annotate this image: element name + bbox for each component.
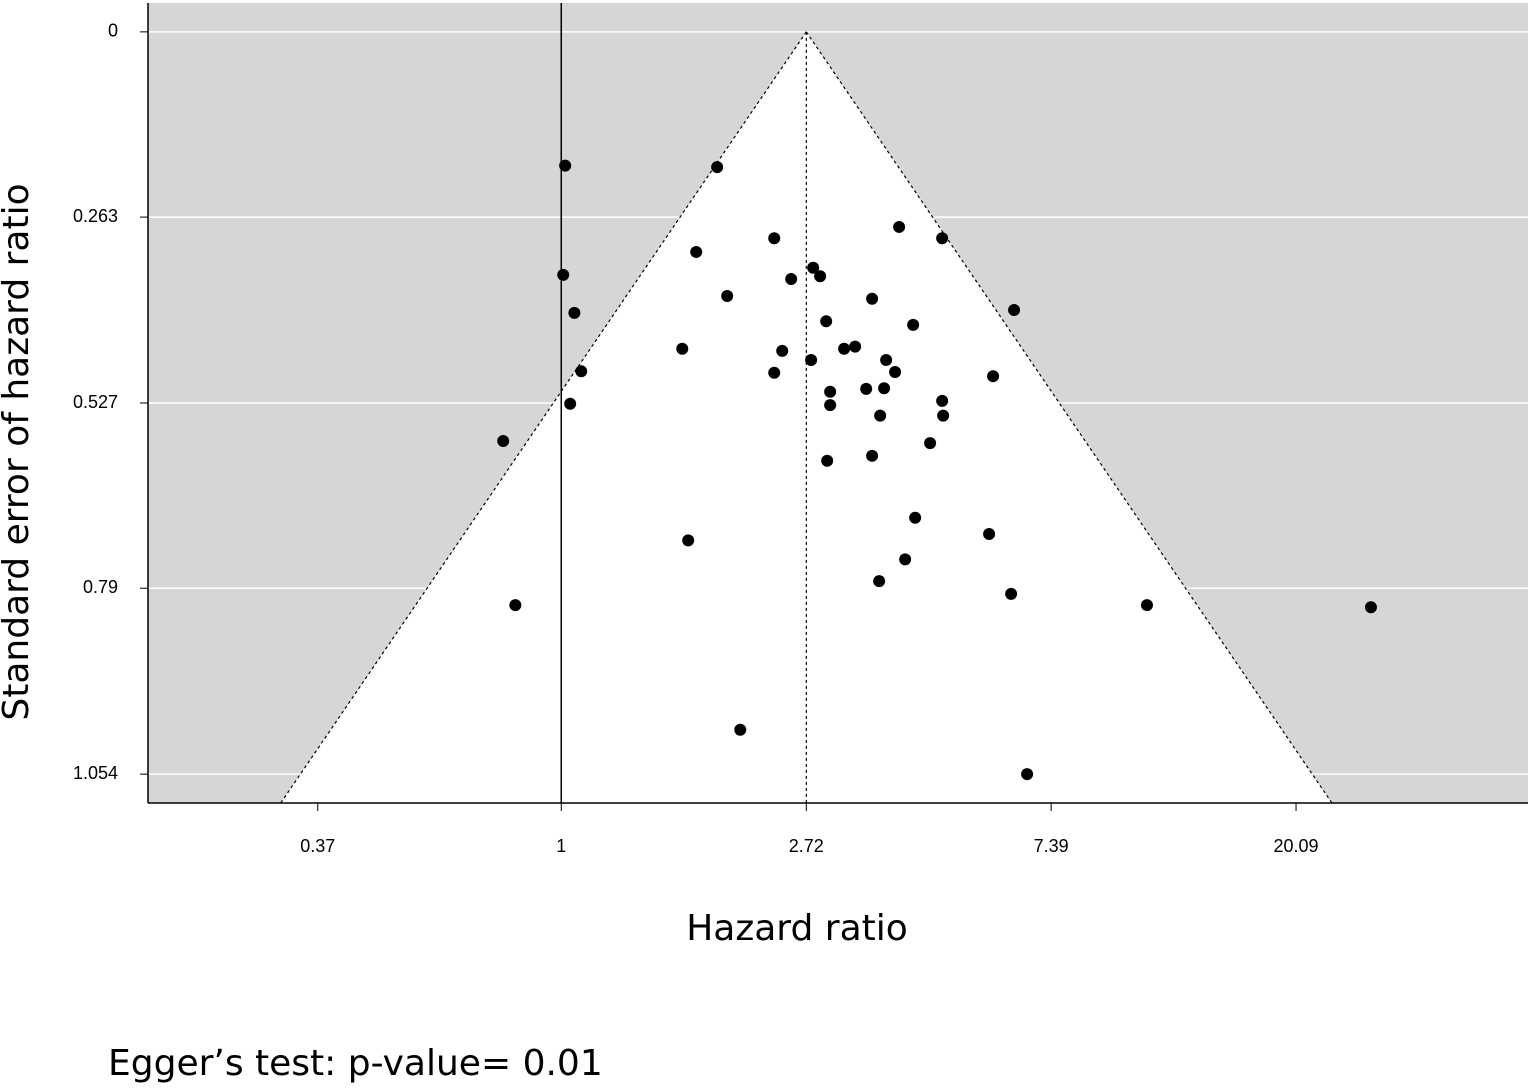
study-point: [909, 511, 922, 524]
study-point: [805, 354, 818, 367]
study-point: [860, 382, 873, 395]
study-point: [776, 344, 789, 357]
study-point: [878, 382, 891, 395]
x-tick-label: 2.72: [789, 836, 824, 856]
study-point: [874, 409, 887, 422]
study-point: [676, 342, 689, 355]
study-point: [936, 232, 949, 245]
study-point: [682, 534, 695, 547]
x-tick-label: 0.37: [300, 836, 335, 856]
study-point: [711, 161, 724, 174]
study-point: [907, 318, 920, 331]
study-point: [866, 292, 879, 305]
study-point: [768, 232, 781, 245]
study-point: [1021, 768, 1034, 781]
study-point: [1005, 587, 1018, 600]
study-point: [849, 340, 862, 353]
study-point: [983, 527, 996, 540]
x-tick-label: 1: [556, 836, 566, 856]
study-point: [734, 723, 747, 736]
x-tick-label: 7.39: [1034, 836, 1069, 856]
study-point: [924, 437, 937, 450]
study-point: [889, 366, 902, 379]
study-point: [1140, 599, 1153, 612]
study-point: [568, 306, 581, 319]
study-point: [838, 342, 851, 355]
study-point: [497, 435, 510, 448]
y-tick-label: 0.79: [83, 577, 118, 597]
study-point: [824, 385, 837, 398]
study-point: [690, 245, 703, 258]
y-tick-label: 0.263: [73, 206, 118, 226]
y-tick-label: 0: [108, 21, 118, 41]
annotation: Egger’s test: p-value= 0.01: [108, 1043, 603, 1084]
study-point: [721, 289, 734, 302]
x-axis-title: Hazard ratio: [686, 908, 908, 949]
x-tick-label: 20.09: [1274, 836, 1319, 856]
y-axis-title: Standard error of hazard ratio: [0, 183, 37, 720]
study-point: [559, 159, 572, 172]
study-point: [821, 454, 834, 467]
study-point: [820, 315, 833, 328]
study-point: [768, 366, 781, 379]
study-point: [575, 365, 588, 378]
study-point: [824, 399, 837, 412]
study-point: [785, 273, 798, 286]
study-point: [509, 599, 522, 612]
study-point: [564, 397, 577, 410]
study-point: [873, 575, 886, 588]
study-point: [1364, 601, 1377, 614]
plot: 0 0.263 0.527 0.79 1.054 0.37 1 2.72 7.39 20.09: [73, 3, 1528, 856]
study-point: [814, 270, 827, 283]
study-point: [899, 553, 912, 566]
study-point: [866, 449, 879, 462]
y-tick-label: 1.054: [73, 763, 118, 783]
study-point: [987, 370, 1000, 383]
study-point: [807, 261, 820, 274]
study-point: [1008, 304, 1021, 317]
study-point: [880, 354, 893, 367]
study-point: [937, 409, 950, 422]
study-point: [557, 268, 570, 281]
study-point: [893, 220, 906, 233]
y-tick-label: 0.527: [73, 392, 118, 412]
study-point: [936, 394, 949, 407]
